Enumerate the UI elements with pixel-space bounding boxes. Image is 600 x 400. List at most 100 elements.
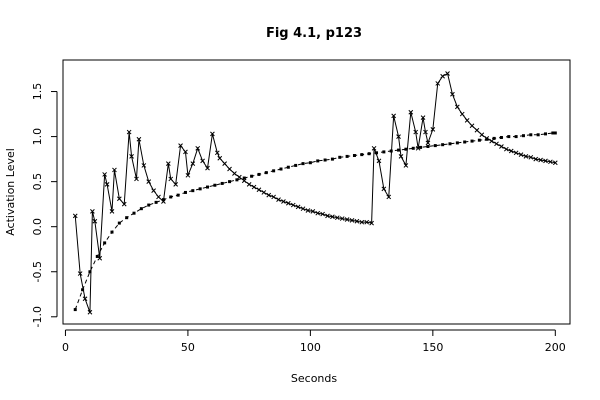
data-point-square-marker [521,134,525,138]
series-layer [72,71,558,315]
data-point-square-marker [191,189,195,193]
data-point-square-marker [95,254,99,258]
data-point-x-marker [538,157,543,163]
data-point-x-marker [217,155,223,161]
data-point-square-marker [250,174,254,178]
data-point-x-marker [183,149,188,155]
data-point-x-marker [548,159,553,165]
data-point-x-marker [513,150,519,156]
data-point-x-marker [474,127,480,133]
series-line [74,72,556,313]
data-point-x-marker [134,176,139,182]
data-point-x-marker [464,118,470,123]
data-point-square-marker [286,165,290,169]
data-point-square-marker [73,308,77,312]
y-tick-label: 0.5 [31,173,44,191]
data-point-x-marker [232,171,237,176]
data-point-square-marker [301,162,305,166]
data-point-x-marker [315,210,321,216]
x-axis: 0 50 100 150 200 [62,329,566,354]
data-point-x-marker [435,81,441,86]
data-point-square-marker [499,135,503,139]
data-point-x-marker [320,211,325,217]
data-point-x-marker [430,127,436,132]
data-point-x-marker [168,176,174,182]
data-point-square-marker [294,163,298,167]
data-point-x-marker [200,158,205,164]
data-point-x-marker [349,218,355,223]
y-axis-label: Activation Level [4,148,17,236]
data-point-square-marker [198,187,202,191]
data-point-x-marker [205,165,210,171]
data-point-x-marker [354,218,360,224]
data-point-square-marker [272,169,276,173]
data-point-square-marker [316,159,320,163]
data-point-square-marker [463,140,467,144]
data-point-x-marker [290,202,296,208]
data-point-square-marker [220,181,224,185]
data-point-x-marker [523,154,529,159]
data-point-x-marker [325,213,330,219]
data-point-x-marker [398,154,404,159]
y-tick-label: 1.5 [31,83,44,101]
data-point-x-marker [334,215,340,221]
data-point-square-marker [367,152,371,156]
data-point-x-marker [376,158,382,164]
data-point-square-marker [117,221,121,225]
data-point-x-marker [77,271,83,276]
data-point-x-marker [112,167,117,173]
data-point-square-marker [448,142,452,146]
data-point-square-marker [411,146,415,150]
data-point-x-marker [72,213,78,219]
data-point-x-marker [371,145,377,151]
data-point-x-marker [190,161,196,166]
data-point-x-marker [178,143,183,148]
data-point-x-marker [381,186,387,192]
data-point-square-marker [183,190,187,194]
data-point-x-marker [136,136,142,142]
data-point-x-marker [210,131,215,137]
data-point-x-marker [403,163,409,168]
data-point-square-marker [147,203,151,207]
data-point-x-marker [454,104,460,110]
data-point-square-marker [103,241,107,245]
data-point-square-marker [529,133,533,137]
data-point-square-marker [544,132,548,136]
data-point-x-marker [330,214,335,220]
data-point-x-marker [92,218,98,224]
data-point-square-marker [514,135,518,139]
data-point-x-marker [300,206,306,212]
data-point-square-marker [242,176,246,180]
data-point-square-marker [536,133,540,137]
data-point-x-marker [533,156,539,162]
data-point-x-marker [503,146,509,152]
x-tick-label: 0 [62,341,69,354]
data-point-x-marker [508,148,514,154]
data-point-x-marker [156,194,161,200]
data-point-square-marker [345,154,349,158]
data-point-square-marker [125,216,129,220]
data-point-square-marker [139,207,143,211]
data-point-square-marker [308,161,312,165]
data-point-square-marker [492,136,496,140]
data-point-x-marker [261,190,267,195]
series-trend-curve [73,131,557,312]
data-point-x-marker [195,145,201,151]
data-point-x-marker [305,208,311,213]
plot-frame [62,59,571,325]
data-point-x-marker [408,109,414,115]
data-point-x-marker [499,144,504,149]
data-point-square-marker [228,180,232,184]
data-point-x-marker [344,217,350,222]
data-point-x-marker [543,158,548,164]
data-point-square-marker [455,141,459,145]
data-point-square-marker [110,230,114,234]
data-point-square-marker [352,154,356,158]
data-point-square-marker [419,145,423,149]
data-point-x-marker [185,172,191,178]
data-point-x-marker [369,220,374,226]
x-tick-label: 200 [545,341,566,354]
data-point-x-marker [276,197,281,203]
data-point-square-marker [132,211,136,215]
